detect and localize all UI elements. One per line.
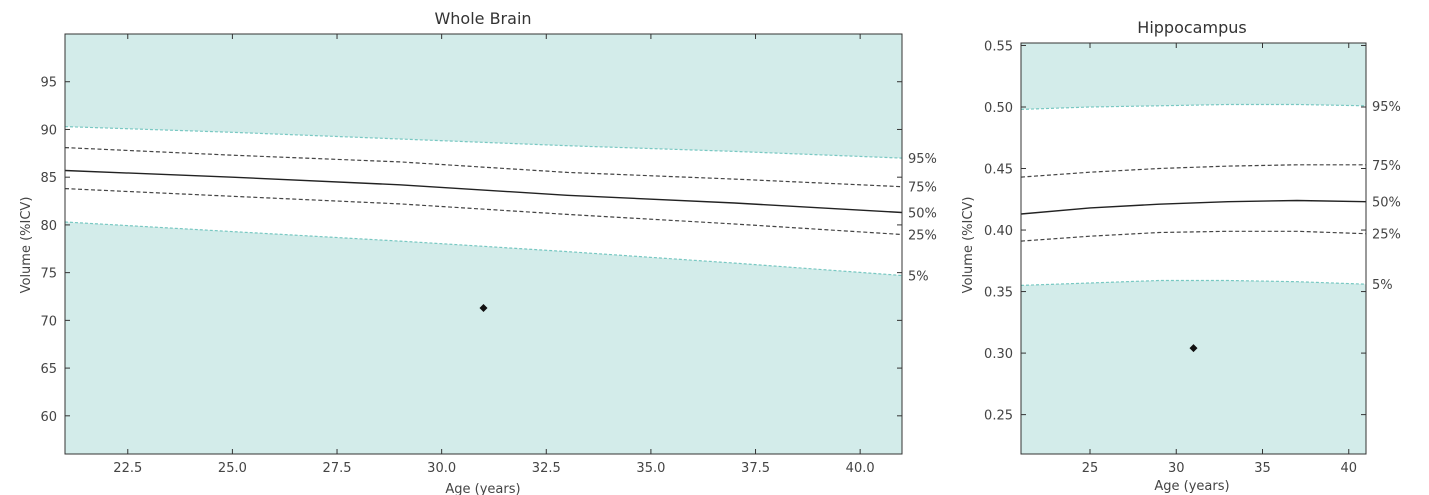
- y-tick-label: 80: [40, 219, 57, 234]
- hippocampus-chart: Hippocampus Age (years) Volume (%ICV) 95…: [961, 18, 1401, 494]
- percentile-label-25: 25%: [908, 228, 937, 243]
- whole-brain-chart: Whole Brain Age (years) Volume (%ICV) 95…: [19, 9, 937, 495]
- x-tick-label: 22.5: [113, 461, 142, 476]
- y-tick-label: 90: [40, 123, 57, 138]
- x-tick-label: 25.0: [218, 461, 247, 476]
- chart-title: Whole Brain: [434, 9, 531, 28]
- percentile-label-75: 75%: [1372, 159, 1401, 174]
- percentile-line-5: [1020, 279, 1367, 286]
- subject-data-point: [1189, 344, 1198, 353]
- percentile-line-75: [1020, 164, 1366, 178]
- percentile-label-5: 5%: [908, 270, 929, 285]
- x-tick-label: 40.0: [846, 461, 875, 476]
- x-tick-label: 35.0: [636, 461, 665, 476]
- percentile-line-95: [64, 126, 903, 159]
- chart-title: Hippocampus: [1137, 18, 1246, 37]
- percentile-line-25: [1020, 230, 1367, 242]
- y-tick-label: 75: [40, 267, 57, 282]
- y-tick-label: 65: [40, 362, 57, 377]
- normal-range-band: [1021, 104, 1366, 286]
- subject-data-point: [479, 303, 488, 312]
- x-tick-label: 35: [1254, 461, 1271, 476]
- y-tick-label: 60: [40, 410, 57, 425]
- y-tick-label: 0.50: [984, 101, 1013, 116]
- x-tick-label: 40: [1340, 461, 1357, 476]
- y-tick-label: 0.25: [984, 409, 1013, 424]
- y-tick-label: 70: [40, 314, 57, 329]
- normal-range-band: [65, 126, 902, 276]
- y-tick-label: 0.40: [984, 224, 1013, 239]
- y-axis-label: Volume (%ICV): [961, 197, 976, 294]
- x-tick-label: 25: [1082, 461, 1099, 476]
- y-tick-label: 0.35: [984, 286, 1013, 301]
- plot-frame: [1020, 42, 1367, 455]
- x-axis-label: Age (years): [445, 482, 520, 495]
- y-tick-label: 0.45: [984, 163, 1013, 178]
- percentile-line-95: [1020, 103, 1367, 110]
- y-tick-label: 85: [40, 171, 57, 186]
- x-tick-label: 30.0: [427, 461, 456, 476]
- x-tick-label: 37.5: [741, 461, 770, 476]
- percentile-line-25: [64, 188, 903, 236]
- percentile-label-75: 75%: [908, 181, 937, 196]
- plot-frame: [64, 33, 903, 455]
- x-tick-label: 32.5: [532, 461, 561, 476]
- y-tick-label: 95: [40, 76, 57, 91]
- y-tick-label: 0.55: [984, 39, 1013, 54]
- percentile-label-50: 50%: [908, 207, 937, 222]
- x-tick-label: 27.5: [323, 461, 352, 476]
- x-axis-label: Age (years): [1154, 479, 1229, 494]
- percentile-label-50: 50%: [1372, 196, 1401, 211]
- percentile-line-75: [64, 147, 903, 188]
- percentile-label-95: 95%: [1372, 100, 1401, 115]
- y-axis-label: Volume (%ICV): [19, 197, 34, 294]
- y-tick-label: 0.30: [984, 347, 1013, 362]
- percentile-label-95: 95%: [908, 152, 937, 167]
- percentile-line-50: [1020, 199, 1367, 215]
- percentile-label-5: 5%: [1372, 278, 1393, 293]
- percentile-label-25: 25%: [1372, 228, 1401, 243]
- x-tick-label: 30: [1168, 461, 1185, 476]
- percentile-line-50: [64, 169, 903, 214]
